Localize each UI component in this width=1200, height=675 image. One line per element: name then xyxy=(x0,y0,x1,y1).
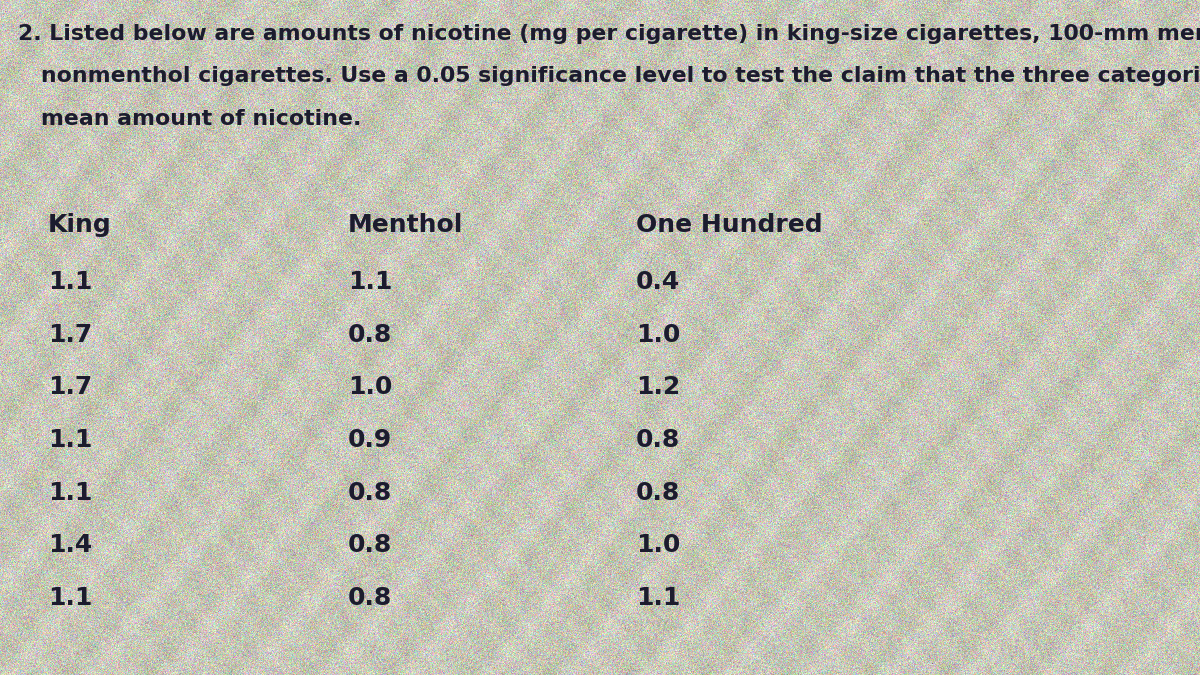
Text: 1.0: 1.0 xyxy=(348,375,392,400)
Text: mean amount of nicotine.: mean amount of nicotine. xyxy=(18,109,361,129)
Text: 0.4: 0.4 xyxy=(636,270,680,294)
Text: 1.0: 1.0 xyxy=(636,323,680,347)
Text: 0.9: 0.9 xyxy=(348,428,392,452)
Text: One Hundred: One Hundred xyxy=(636,213,823,237)
Text: nonmenthol cigarettes. Use a 0.05 significance level to test the claim that the : nonmenthol cigarettes. Use a 0.05 signif… xyxy=(18,66,1200,86)
Text: 1.1: 1.1 xyxy=(636,586,680,610)
Text: 1.0: 1.0 xyxy=(636,533,680,558)
Text: 0.8: 0.8 xyxy=(348,586,392,610)
Text: 0.8: 0.8 xyxy=(348,533,392,558)
Text: 1.1: 1.1 xyxy=(348,270,392,294)
Text: 1.1: 1.1 xyxy=(48,586,92,610)
Text: 0.8: 0.8 xyxy=(636,481,680,505)
Text: 1.7: 1.7 xyxy=(48,375,92,400)
Text: 0.8: 0.8 xyxy=(636,428,680,452)
Text: 1.1: 1.1 xyxy=(48,270,92,294)
Text: 1.4: 1.4 xyxy=(48,533,92,558)
Text: 1.1: 1.1 xyxy=(48,428,92,452)
Text: Menthol: Menthol xyxy=(348,213,463,237)
Text: 0.8: 0.8 xyxy=(348,481,392,505)
Text: 0.8: 0.8 xyxy=(348,323,392,347)
Text: King: King xyxy=(48,213,112,237)
Text: 1.2: 1.2 xyxy=(636,375,680,400)
Text: 1.7: 1.7 xyxy=(48,323,92,347)
Text: 2. Listed below are amounts of nicotine (mg per cigarette) in king-size cigarett: 2. Listed below are amounts of nicotine … xyxy=(18,24,1200,44)
Text: 1.1: 1.1 xyxy=(48,481,92,505)
